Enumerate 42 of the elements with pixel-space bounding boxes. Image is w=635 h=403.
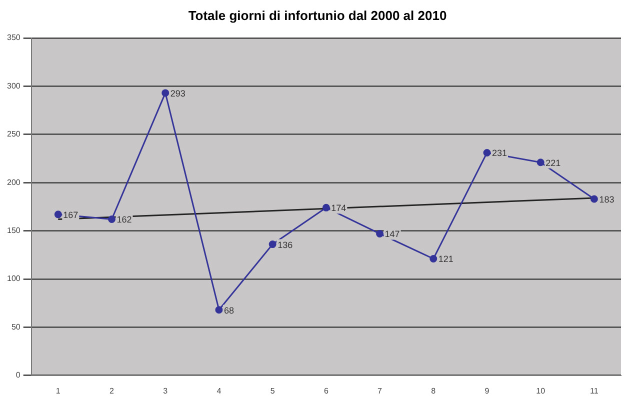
data-label: 183 [599,194,614,204]
x-tick-label: 9 [484,386,490,396]
chart-title: Totale giorni di infortunio dal 2000 al 2010 [187,8,448,25]
data-label: 147 [384,229,400,240]
data-label: 68 [224,305,234,316]
data-label: 174 [331,203,346,214]
data-label: 293 [170,88,186,98]
x-tick-label: 10 [536,386,546,396]
x-tick-label: 1 [56,386,61,396]
point [376,230,384,238]
data-label: 167 [63,210,78,220]
x-tick-label: 6 [324,386,329,396]
data-label: 136 [278,240,293,250]
x-tick-label: 7 [378,386,383,396]
point [162,89,170,97]
point [54,210,62,218]
data-label: 162 [116,214,132,225]
y-tick-label: 150 [6,226,21,236]
x-tick-label: 11 [590,386,599,396]
x-tick-label: 2 [110,386,115,396]
point [536,158,544,166]
data-label: 221 [546,158,561,168]
y-tick-label: 300 [6,81,21,90]
data-label: 231 [492,148,508,158]
point [268,240,276,248]
y-tick-label: 350 [6,33,21,42]
x-tick-label: 3 [163,386,168,396]
y-tick-label: 200 [6,178,21,187]
x-tick-label: 5 [270,386,276,396]
point [590,195,598,203]
y-tick-label: 100 [6,274,21,284]
point [108,215,116,223]
y-tick-label: 0 [16,370,21,380]
y-tick-label: 50 [11,322,21,332]
point [430,255,438,263]
point [215,306,223,314]
point [483,148,491,156]
data-label: 121 [438,254,454,264]
x-tick-label: 4 [216,386,222,396]
point [322,204,330,212]
x-tick-label: 8 [431,386,436,396]
y-tick-label: 250 [6,130,21,139]
